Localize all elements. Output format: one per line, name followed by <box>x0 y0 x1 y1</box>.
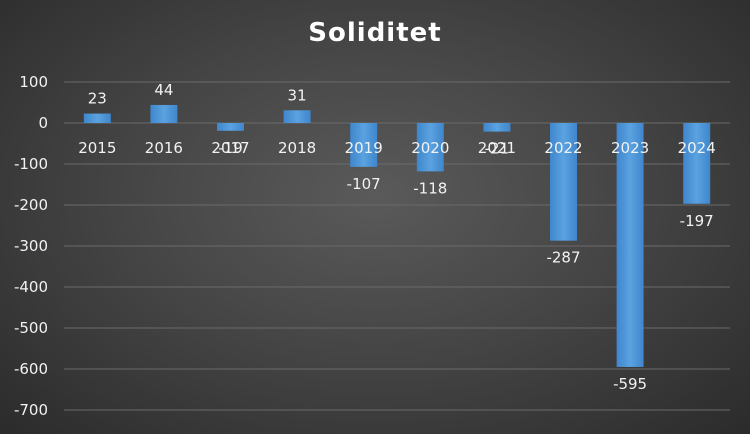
y-tick-label: -700 <box>14 401 48 419</box>
data-label-2021: -21 <box>485 140 510 158</box>
bar-2017 <box>217 123 244 131</box>
category-label-2021: 2021 <box>478 139 516 157</box>
category-label-2019: 2019 <box>345 139 383 157</box>
y-tick-label: 0 <box>38 114 48 132</box>
category-label-2024: 2024 <box>678 139 716 157</box>
y-tick-label: 100 <box>19 73 48 91</box>
bars <box>83 104 711 367</box>
bar-2018 <box>283 110 311 123</box>
bar-2021 <box>483 123 511 132</box>
bar-2022 <box>550 123 577 241</box>
bar-2016 <box>150 104 178 123</box>
category-label-2020: 2020 <box>411 139 449 157</box>
bar-2020 <box>416 123 444 172</box>
data-labels: 23 44 -19 31 -107 -118 -21 -287 -595 -197 <box>88 81 714 393</box>
data-label-2024: -197 <box>680 212 714 230</box>
data-label-2015: 23 <box>88 90 107 108</box>
data-label-2020: -118 <box>413 179 447 197</box>
bar-2024 <box>683 123 711 204</box>
category-label-2023: 2023 <box>611 139 649 157</box>
category-label-2017: 2017 <box>211 139 249 157</box>
x-axis-categories: 2015 2016 2017 2018 2019 2020 2021 2022 2023 2024 <box>78 139 716 157</box>
data-label-2023: -595 <box>613 375 647 393</box>
category-label-2015: 2015 <box>78 139 116 157</box>
bar-2023 <box>616 123 644 367</box>
y-tick-label: -200 <box>14 196 48 214</box>
y-tick-label: -400 <box>14 278 48 296</box>
y-axis-ticks: 100 0 -100 -200 -300 -400 -500 -600 -700 <box>14 73 48 419</box>
data-label-2018: 31 <box>288 86 307 104</box>
data-label-2022: -287 <box>546 249 580 267</box>
bar-2019 <box>350 123 378 167</box>
bar-2015 <box>83 113 111 123</box>
y-tick-label: -600 <box>14 360 48 378</box>
data-label-2017: -19 <box>218 139 243 157</box>
category-label-2016: 2016 <box>145 139 183 157</box>
data-label-2016: 44 <box>154 81 173 99</box>
category-label-2018: 2018 <box>278 139 316 157</box>
chart-title: Soliditet <box>308 18 442 48</box>
y-tick-label: -300 <box>14 237 48 255</box>
data-label-2019: -107 <box>347 175 381 193</box>
category-label-2022: 2022 <box>544 139 582 157</box>
y-tick-label: -500 <box>14 319 48 337</box>
y-tick-label: -100 <box>14 155 48 173</box>
